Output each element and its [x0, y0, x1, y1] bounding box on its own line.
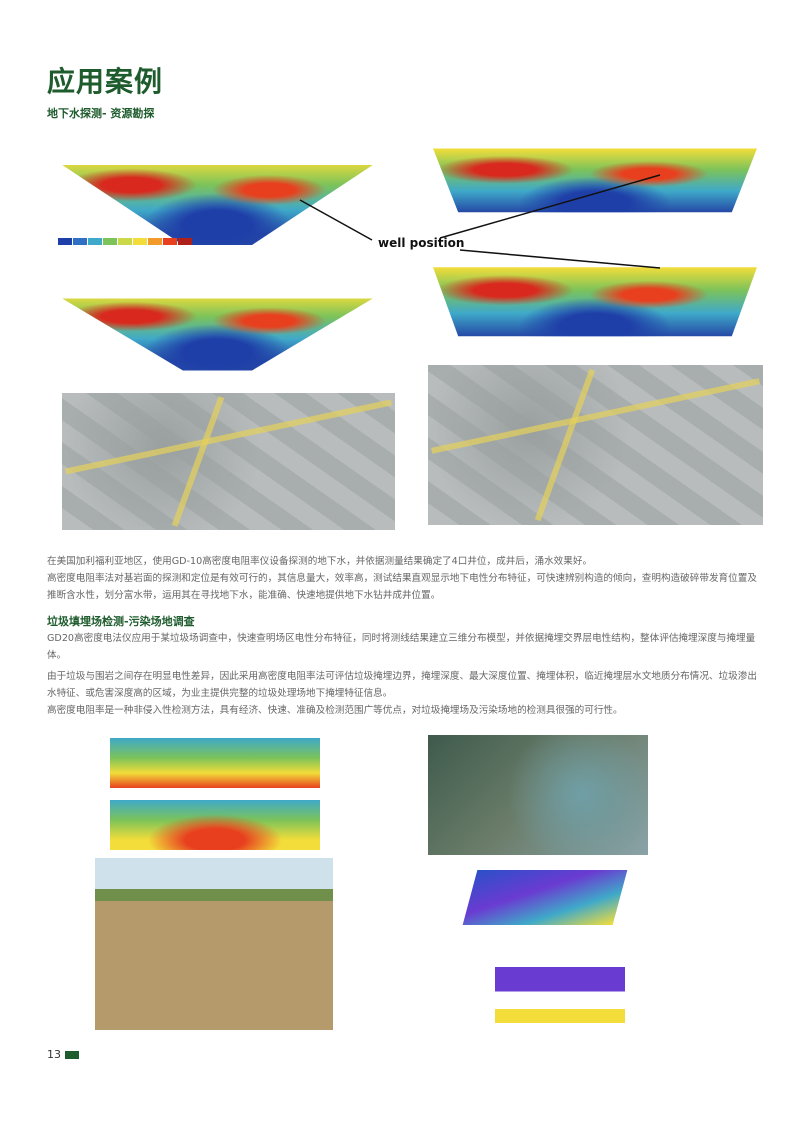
- well-position-arrows: [299, 174, 661, 269]
- landfill-section-1: [110, 738, 320, 788]
- aerial-map-left: [62, 393, 395, 530]
- page-marker-bar: [65, 1050, 79, 1059]
- satellite-site-map: [428, 735, 648, 855]
- 3d-landfill-surface-plot: [495, 960, 625, 1030]
- paragraph: 由于垃圾与围岩之间存在明显电性差异，因此采用高密度电阻率法可评估垃圾掩埋边界，掩…: [47, 671, 757, 699]
- section-heading-landfill: 垃圾填埋场检测-污染场地调查: [47, 615, 195, 628]
- resistivity-section-3: [415, 140, 775, 225]
- well-position-label: well position: [378, 236, 465, 250]
- resistivity-section-1: [45, 150, 390, 250]
- arrow: [439, 174, 661, 239]
- color-legend-1: [58, 238, 192, 245]
- landfill-section-2: [110, 800, 320, 850]
- page-number: 13: [47, 1048, 79, 1061]
- field-survey-photo: [95, 858, 333, 1030]
- paragraph: 在美国加利福利亚地区，使用GD-10高密度电阻率仪设备探测的地下水，并依据测量结…: [47, 556, 593, 567]
- page-title: 应用案例: [47, 65, 164, 98]
- resistivity-section-2: [45, 285, 390, 375]
- page-number-text: 13: [47, 1048, 61, 1061]
- section-heading-groundwater: 地下水探测- 资源勘探: [47, 107, 155, 120]
- paragraph: 高密度电阻率法对基岩面的探测和定位是有效可行的，其信息量大，效率高，测试结果直观…: [47, 573, 757, 601]
- paragraph: 高密度电阻率是一种非侵入性检测方法，具有经济、快速、准确及检测范围广等优点，对垃…: [47, 705, 623, 716]
- paragraph: GD20高密度电法仪应用于某垃圾场调查中，快速查明场区电性分布特征，同时将测线结…: [47, 633, 756, 661]
- arrow: [459, 249, 661, 269]
- arrow: [299, 199, 373, 241]
- aerial-map-right: [428, 365, 763, 525]
- 3d-resistivity-model: [462, 870, 628, 925]
- resistivity-section-4: [415, 258, 775, 350]
